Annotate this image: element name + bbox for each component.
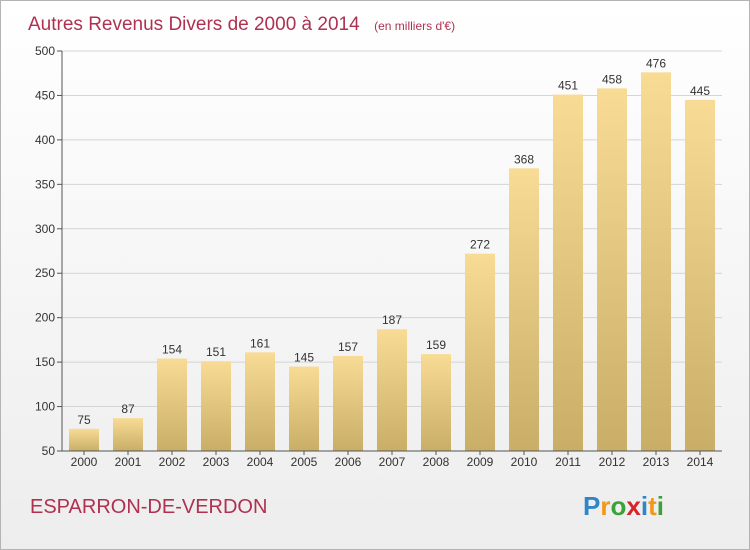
x-tick-label: 2000 xyxy=(71,455,98,469)
y-tick-label: 500 xyxy=(35,44,55,58)
x-tick-label: 2004 xyxy=(247,455,274,469)
value-label-2006: 157 xyxy=(338,340,358,354)
value-label-2001: 87 xyxy=(121,402,135,416)
x-tick-label: 2003 xyxy=(203,455,230,469)
logo-letter: t xyxy=(648,491,657,521)
bar-2011 xyxy=(553,94,583,452)
bar-2007 xyxy=(377,329,407,451)
x-tick-label: 2013 xyxy=(643,455,670,469)
x-tick-label: 2012 xyxy=(599,455,626,469)
y-tick-label: 150 xyxy=(35,355,55,369)
logo-letter: P xyxy=(583,491,600,521)
y-axis: 50 100 150 200 250 300 350 400 450 500 xyxy=(35,44,63,458)
x-tick-label: 2002 xyxy=(159,455,186,469)
logo-letter: i xyxy=(641,491,648,521)
x-tick-label: 2008 xyxy=(423,455,450,469)
y-tick-label: 50 xyxy=(42,444,56,458)
proxiti-logo[interactable]: Proxiti xyxy=(583,491,664,521)
value-label-2000: 75 xyxy=(77,413,91,427)
value-label-2009: 272 xyxy=(470,238,490,252)
chart-title-unit: (en milliers d'€) xyxy=(374,19,455,33)
bar-2003 xyxy=(201,361,231,451)
chart-title: Autres Revenus Divers de 2000 à 2014 (en… xyxy=(28,14,455,35)
value-label-2002: 154 xyxy=(162,343,182,357)
bar-2014 xyxy=(685,99,715,451)
chart-title-main: Autres Revenus Divers de 2000 à 2014 xyxy=(28,14,360,35)
x-tick-label: 2001 xyxy=(115,455,142,469)
bar-2010 xyxy=(509,168,539,452)
value-label-2007: 187 xyxy=(382,313,402,327)
logo-letter: x xyxy=(626,491,641,521)
bar-2001 xyxy=(113,418,143,451)
logo-letter: i xyxy=(657,491,664,521)
y-tick-label: 300 xyxy=(35,222,55,236)
x-axis: 2000 2001 2002 2003 2004 2005 2006 2007 2008 2009… xyxy=(62,450,722,469)
value-label-2013: 476 xyxy=(646,56,666,70)
x-tick-label: 2006 xyxy=(335,455,362,469)
value-label-2012: 458 xyxy=(602,72,622,86)
value-label-2004: 161 xyxy=(250,336,270,350)
bars: 75 87 154 151 161 145 157 187 159 272 368 451 458 476… xyxy=(69,56,715,452)
value-label-2008: 159 xyxy=(426,338,446,352)
value-label-2003: 151 xyxy=(206,345,226,359)
bar-2012 xyxy=(597,88,627,451)
bar-2005 xyxy=(289,366,319,451)
y-tick-label: 250 xyxy=(35,266,55,280)
logo-letter: r xyxy=(600,491,610,521)
x-tick-label: 2011 xyxy=(555,455,581,469)
value-label-2010: 368 xyxy=(514,152,534,166)
y-tick-label: 450 xyxy=(35,88,55,102)
x-tick-label: 2007 xyxy=(379,455,406,469)
y-tick-label: 400 xyxy=(35,133,55,147)
bar-2004 xyxy=(245,352,275,451)
value-label-2011: 451 xyxy=(558,79,578,93)
bar-2006 xyxy=(333,355,363,451)
y-tick-label: 200 xyxy=(35,311,55,325)
x-tick-label: 2014 xyxy=(687,455,714,469)
bar-2000 xyxy=(69,428,99,451)
bar-2002 xyxy=(157,358,187,451)
value-label-2014: 445 xyxy=(690,84,710,98)
x-tick-label: 2010 xyxy=(511,455,538,469)
x-tick-label: 2005 xyxy=(291,455,318,469)
bar-2009 xyxy=(465,253,495,451)
place-name: ESPARRON-DE-VERDON xyxy=(30,496,267,518)
bar-2008 xyxy=(421,354,451,451)
y-tick-label: 350 xyxy=(35,177,55,191)
bar-2013 xyxy=(641,72,671,451)
y-tick-label: 100 xyxy=(35,400,55,414)
value-label-2005: 145 xyxy=(294,351,314,365)
logo-letter: o xyxy=(610,491,626,521)
x-tick-label: 2009 xyxy=(467,455,494,469)
